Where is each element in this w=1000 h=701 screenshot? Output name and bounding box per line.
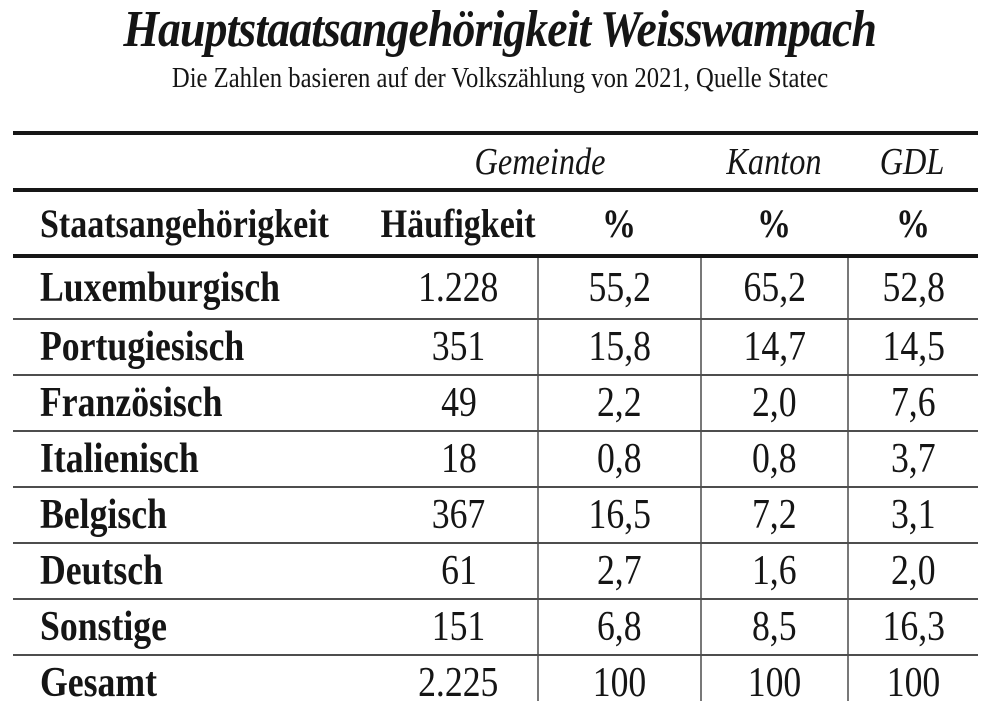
- group-header-gdl: GDL: [880, 140, 945, 183]
- cell-pct-gdl: 16,3: [847, 600, 978, 654]
- table-row: Italienisch 18 0,8 0,8 3,7: [13, 430, 978, 486]
- group-header-row: Gemeinde Kanton GDL: [13, 135, 978, 188]
- column-header-pct-gemeinde: %: [601, 200, 636, 246]
- cell-pct-kanton: 65,2: [700, 258, 847, 318]
- cell-frequency: 61: [440, 548, 477, 594]
- cell-nationality: Belgisch: [40, 492, 167, 538]
- cell-pct-gemeinde: 15,8: [537, 320, 700, 374]
- table-row: Belgisch 367 16,5 7,2 3,1: [13, 486, 978, 542]
- cell-pct-gdl: 100: [847, 656, 978, 701]
- cell-nationality: Gesamt: [40, 660, 157, 701]
- table-mid-rule: [13, 188, 978, 192]
- group-header-gemeinde: Gemeinde: [474, 140, 606, 183]
- nationality-table: Gemeinde Kanton GDL Staatsangehörigkeit …: [13, 131, 978, 701]
- column-header-nationality: Staatsangehörigkeit: [40, 200, 329, 246]
- column-header-row: Staatsangehörigkeit Häufigkeit % % %: [13, 192, 978, 254]
- cell-pct-gdl: 3,7: [847, 432, 978, 486]
- group-header-kanton: Kanton: [725, 140, 822, 183]
- cell-pct-kanton: 14,7: [700, 320, 847, 374]
- cell-pct-gemeinde: 2,2: [537, 376, 700, 430]
- cell-pct-kanton: 0,8: [700, 432, 847, 486]
- cell-frequency: 1.228: [418, 265, 499, 311]
- table-top-rule: [13, 131, 978, 135]
- cell-nationality: Sonstige: [40, 604, 167, 650]
- cell-pct-gdl: 2,0: [847, 544, 978, 598]
- cell-pct-gdl: 52,8: [847, 258, 978, 318]
- page-title: Hauptstaatsangehörigkeit Weisswampach: [123, 1, 878, 58]
- cell-pct-gemeinde: 55,2: [537, 258, 700, 318]
- cell-frequency: 2.225: [418, 660, 499, 701]
- cell-pct-gemeinde: 6,8: [537, 600, 700, 654]
- table-row: Sonstige 151 6,8 8,5 16,3: [13, 598, 978, 654]
- cell-pct-gdl: 7,6: [847, 376, 978, 430]
- cell-pct-kanton: 1,6: [700, 544, 847, 598]
- cell-frequency: 351: [431, 324, 486, 370]
- column-header-pct-gdl: %: [895, 200, 930, 246]
- table-row: Französisch 49 2,2 2,0 7,6: [13, 374, 978, 430]
- table-row: Portugiesisch 351 15,8 14,7 14,5: [13, 318, 978, 374]
- cell-pct-kanton: 7,2: [700, 488, 847, 542]
- cell-nationality: Deutsch: [40, 548, 163, 594]
- table-row: Deutsch 61 2,7 1,6 2,0: [13, 542, 978, 598]
- cell-pct-gemeinde: 16,5: [537, 488, 700, 542]
- cell-pct-kanton: 2,0: [700, 376, 847, 430]
- cell-pct-kanton: 8,5: [700, 600, 847, 654]
- cell-pct-gdl: 3,1: [847, 488, 978, 542]
- table-row: Luxemburgisch 1.228 55,2 65,2 52,8: [13, 258, 978, 318]
- cell-frequency: 49: [440, 380, 477, 426]
- cell-nationality: Portugiesisch: [40, 324, 245, 370]
- cell-pct-kanton: 100: [700, 656, 847, 701]
- cell-frequency: 367: [431, 492, 486, 538]
- table-header-bottom-rule: [13, 254, 978, 258]
- cell-nationality: Italienisch: [40, 436, 199, 482]
- cell-nationality: Luxemburgisch: [40, 265, 281, 311]
- cell-pct-gemeinde: 0,8: [537, 432, 700, 486]
- cell-pct-gemeinde: 2,7: [537, 544, 700, 598]
- column-header-pct-kanton: %: [756, 200, 791, 246]
- cell-pct-gdl: 14,5: [847, 320, 978, 374]
- cell-frequency: 18: [440, 436, 477, 482]
- cell-nationality: Französisch: [40, 380, 223, 426]
- page-subtitle: Die Zahlen basieren auf der Volkszählung…: [171, 62, 829, 94]
- table-row: Gesamt 2.225 100 100 100: [13, 654, 978, 701]
- column-header-frequency: Häufigkeit: [381, 200, 536, 246]
- cell-pct-gemeinde: 100: [537, 656, 700, 701]
- group-header-empty: [13, 135, 380, 188]
- cell-frequency: 151: [431, 604, 486, 650]
